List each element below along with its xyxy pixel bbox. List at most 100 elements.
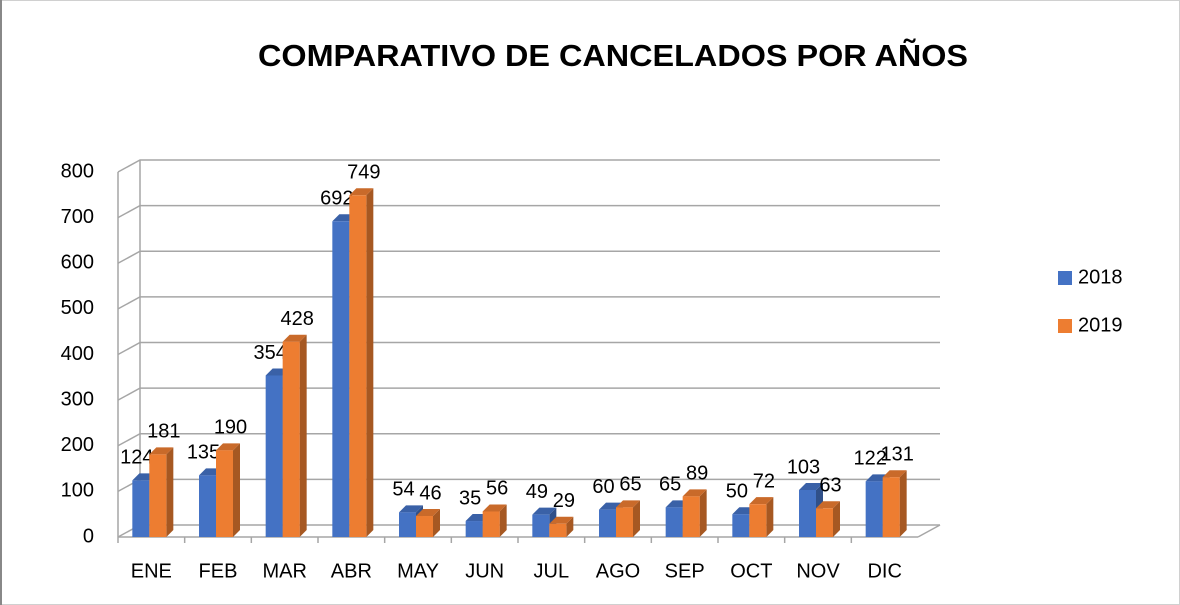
chart-title: COMPARATIVO DE CANCELADOS POR AÑOS <box>258 38 968 73</box>
bar-top <box>882 470 907 478</box>
bar <box>882 477 900 537</box>
grid-line <box>117 159 940 173</box>
y-tick-label: 600 <box>61 252 94 274</box>
value-label: 89 <box>686 463 708 485</box>
x-tick-label: FEB <box>199 560 238 582</box>
bar-side <box>699 489 707 537</box>
x-tick-label: ABR <box>331 560 372 582</box>
value-label: 46 <box>419 482 441 504</box>
grid-line <box>117 387 940 401</box>
x-tick-label: JUN <box>465 560 504 582</box>
y-tick-label: 300 <box>61 388 94 410</box>
value-label: 181 <box>147 421 180 443</box>
value-label: 122 <box>853 448 886 470</box>
bar <box>799 490 816 537</box>
bar-side <box>166 447 174 537</box>
bar <box>199 475 216 537</box>
bar <box>149 454 167 537</box>
value-label: 63 <box>819 475 841 497</box>
grid-line <box>117 250 940 264</box>
x-tick-label: JUL <box>534 560 570 582</box>
bar-top <box>399 505 423 513</box>
value-label: 60 <box>592 476 614 498</box>
y-tick-label: 0 <box>83 525 94 547</box>
x-tick-label: MAR <box>262 560 306 582</box>
legend-label: 2018 <box>1078 266 1123 288</box>
bar <box>216 450 233 537</box>
bar-top <box>799 483 823 491</box>
value-label: 50 <box>726 480 748 502</box>
bar-side <box>299 334 307 537</box>
bar-top <box>549 516 574 524</box>
bar-top <box>616 500 640 508</box>
floor-right <box>917 524 941 538</box>
x-tick-label: OCT <box>730 560 772 582</box>
value-label: 72 <box>753 470 775 492</box>
value-label: 124 <box>120 447 153 469</box>
bar-side <box>766 497 774 537</box>
bar <box>865 481 883 537</box>
value-label: 49 <box>526 481 548 503</box>
bar-side <box>566 516 574 537</box>
y-tick-label: 200 <box>61 434 94 456</box>
bar-top <box>682 489 707 497</box>
value-label: 103 <box>787 456 820 478</box>
legend-label: 2019 <box>1078 314 1123 336</box>
value-label: 131 <box>880 444 913 466</box>
bar <box>282 341 300 537</box>
legend-swatch <box>1058 271 1072 285</box>
bar <box>532 514 550 537</box>
x-tick-label: AGO <box>596 560 640 582</box>
value-label: 749 <box>347 162 380 184</box>
y-tick-label: 100 <box>61 480 94 502</box>
bar-side <box>899 470 907 537</box>
y-tick-label: 800 <box>61 160 94 182</box>
value-label: 190 <box>214 417 247 439</box>
value-label: 29 <box>553 490 575 512</box>
bar <box>816 508 833 537</box>
bar-top <box>216 443 240 451</box>
bar-top <box>416 509 440 517</box>
value-label: 135 <box>187 442 220 464</box>
grid-line <box>117 433 940 447</box>
value-label: 35 <box>459 487 481 509</box>
bar-top <box>816 501 840 509</box>
bar <box>265 375 283 537</box>
bar <box>549 523 567 537</box>
bar <box>132 480 150 537</box>
bar <box>416 516 433 537</box>
value-label: 428 <box>280 308 313 330</box>
value-label: 692 <box>320 188 353 210</box>
bar <box>749 504 767 537</box>
bar-side <box>366 188 374 538</box>
x-tick-label: MAY <box>397 560 439 582</box>
bar <box>465 521 483 537</box>
bar <box>399 512 416 537</box>
y-tick-label: 700 <box>61 206 94 228</box>
value-label: 354 <box>253 342 286 364</box>
bar-top <box>282 334 307 342</box>
y-tick-label: 400 <box>61 343 94 365</box>
bar-side <box>499 504 507 537</box>
bar <box>599 509 616 537</box>
bar-top <box>149 447 174 455</box>
x-tick-label: DIC <box>867 560 901 582</box>
x-tick-label: ENE <box>131 560 172 582</box>
value-label: 56 <box>486 478 508 500</box>
bar <box>682 496 700 537</box>
grid-line <box>117 296 940 310</box>
y-tick-label: 500 <box>61 297 94 319</box>
grid-line <box>117 204 940 219</box>
bar <box>332 221 350 537</box>
bar <box>665 507 683 537</box>
bar-top <box>349 188 374 196</box>
bar-side <box>633 500 640 537</box>
bar-top <box>749 497 774 505</box>
x-tick-label: SEP <box>665 560 705 582</box>
bar-top <box>482 504 507 512</box>
bar-top <box>532 507 557 515</box>
value-label: 65 <box>619 474 641 496</box>
bar <box>732 514 750 537</box>
